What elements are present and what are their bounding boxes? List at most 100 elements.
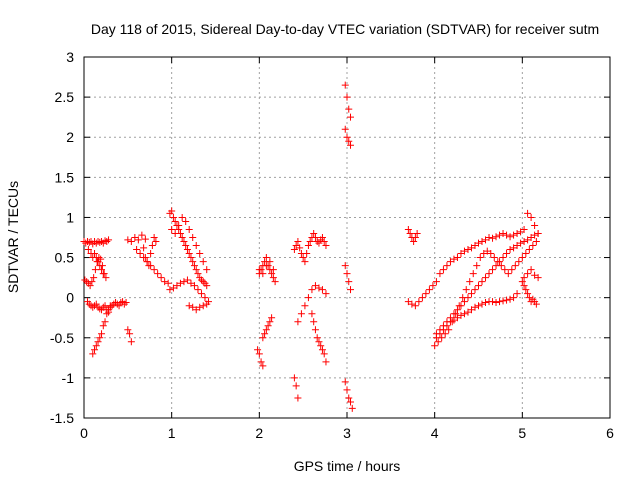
data-point (467, 290, 475, 298)
data-point (439, 266, 447, 274)
data-point (115, 302, 123, 310)
data-point (404, 225, 412, 233)
data-point (478, 238, 486, 246)
data-point (497, 262, 505, 270)
data-point (180, 278, 188, 286)
data-point (347, 398, 355, 406)
data-point (85, 238, 93, 246)
data-point (471, 286, 479, 294)
data-point (462, 286, 470, 294)
data-point (432, 278, 440, 286)
data-point (268, 314, 276, 322)
data-point (182, 217, 190, 225)
data-point (518, 254, 526, 262)
data-point (525, 246, 533, 254)
data-point (145, 262, 153, 270)
data-point (443, 322, 451, 330)
data-point (194, 270, 202, 278)
data-point (343, 386, 351, 394)
data-point (262, 326, 270, 334)
data-point (504, 270, 512, 278)
data-point (136, 250, 144, 258)
data-point (411, 302, 419, 310)
data-point (294, 318, 302, 326)
data-point (501, 266, 509, 274)
data-point (425, 286, 433, 294)
data-point (443, 262, 451, 270)
data-point (460, 310, 468, 318)
data-point (489, 266, 497, 274)
data-point (527, 234, 535, 241)
data-point (133, 246, 141, 254)
data-point (517, 228, 525, 236)
data-point (404, 298, 412, 306)
data-point (94, 338, 102, 346)
data-point (169, 284, 177, 292)
data-point (203, 282, 211, 290)
data-point (525, 294, 533, 302)
data-point (88, 278, 96, 286)
data-point (499, 229, 507, 237)
data-point (311, 234, 319, 241)
y-tick-label: 2.5 (55, 89, 75, 105)
data-point (91, 302, 99, 310)
data-point (429, 282, 437, 290)
data-point (422, 290, 430, 298)
data-point (199, 278, 207, 286)
data-point (194, 286, 202, 294)
data-point (196, 303, 204, 311)
x-tick-label: 2 (255, 425, 263, 441)
data-point (92, 300, 100, 308)
data-point (522, 250, 530, 258)
data-point (143, 258, 151, 266)
data-point (161, 278, 169, 286)
data-point (92, 239, 100, 247)
data-point (303, 250, 311, 258)
data-point (343, 270, 351, 278)
data-point (257, 358, 265, 366)
x-tick-label: 1 (168, 425, 176, 441)
data-point (318, 346, 326, 354)
data-point (301, 258, 309, 266)
data-point (99, 303, 107, 311)
data-point (157, 274, 165, 282)
x-tick-label: 5 (518, 425, 526, 441)
data-point (187, 254, 195, 262)
data-point (106, 302, 114, 310)
y-tick-label: -1 (62, 370, 75, 386)
y-tick-label: 1 (66, 209, 74, 225)
data-point (524, 209, 532, 217)
data-point (85, 300, 93, 308)
data-point (499, 297, 507, 305)
data-point (178, 213, 186, 221)
data-point (524, 290, 532, 298)
data-point (296, 244, 304, 252)
data-point (141, 235, 149, 243)
data-point (475, 302, 482, 310)
data-point (141, 254, 149, 262)
data-point (464, 246, 472, 254)
y-tick-label: 3 (66, 49, 74, 65)
data-point (531, 271, 539, 279)
data-point (510, 294, 518, 302)
data-point (96, 305, 104, 313)
data-point (322, 358, 330, 366)
data-point (175, 221, 183, 229)
data-point (446, 318, 454, 326)
data-point (189, 258, 197, 266)
data-point (345, 394, 353, 402)
data-point (341, 125, 349, 133)
data-point (475, 282, 482, 290)
data-point (176, 279, 184, 287)
data-point (531, 231, 539, 239)
data-point (513, 242, 521, 250)
data-point (294, 394, 302, 402)
data-point (520, 282, 528, 290)
data-point (189, 303, 197, 311)
data-point (345, 137, 353, 145)
data-point (499, 254, 507, 262)
data-point (183, 246, 191, 254)
data-point (487, 250, 495, 258)
data-point (453, 254, 461, 262)
data-point (171, 217, 179, 225)
